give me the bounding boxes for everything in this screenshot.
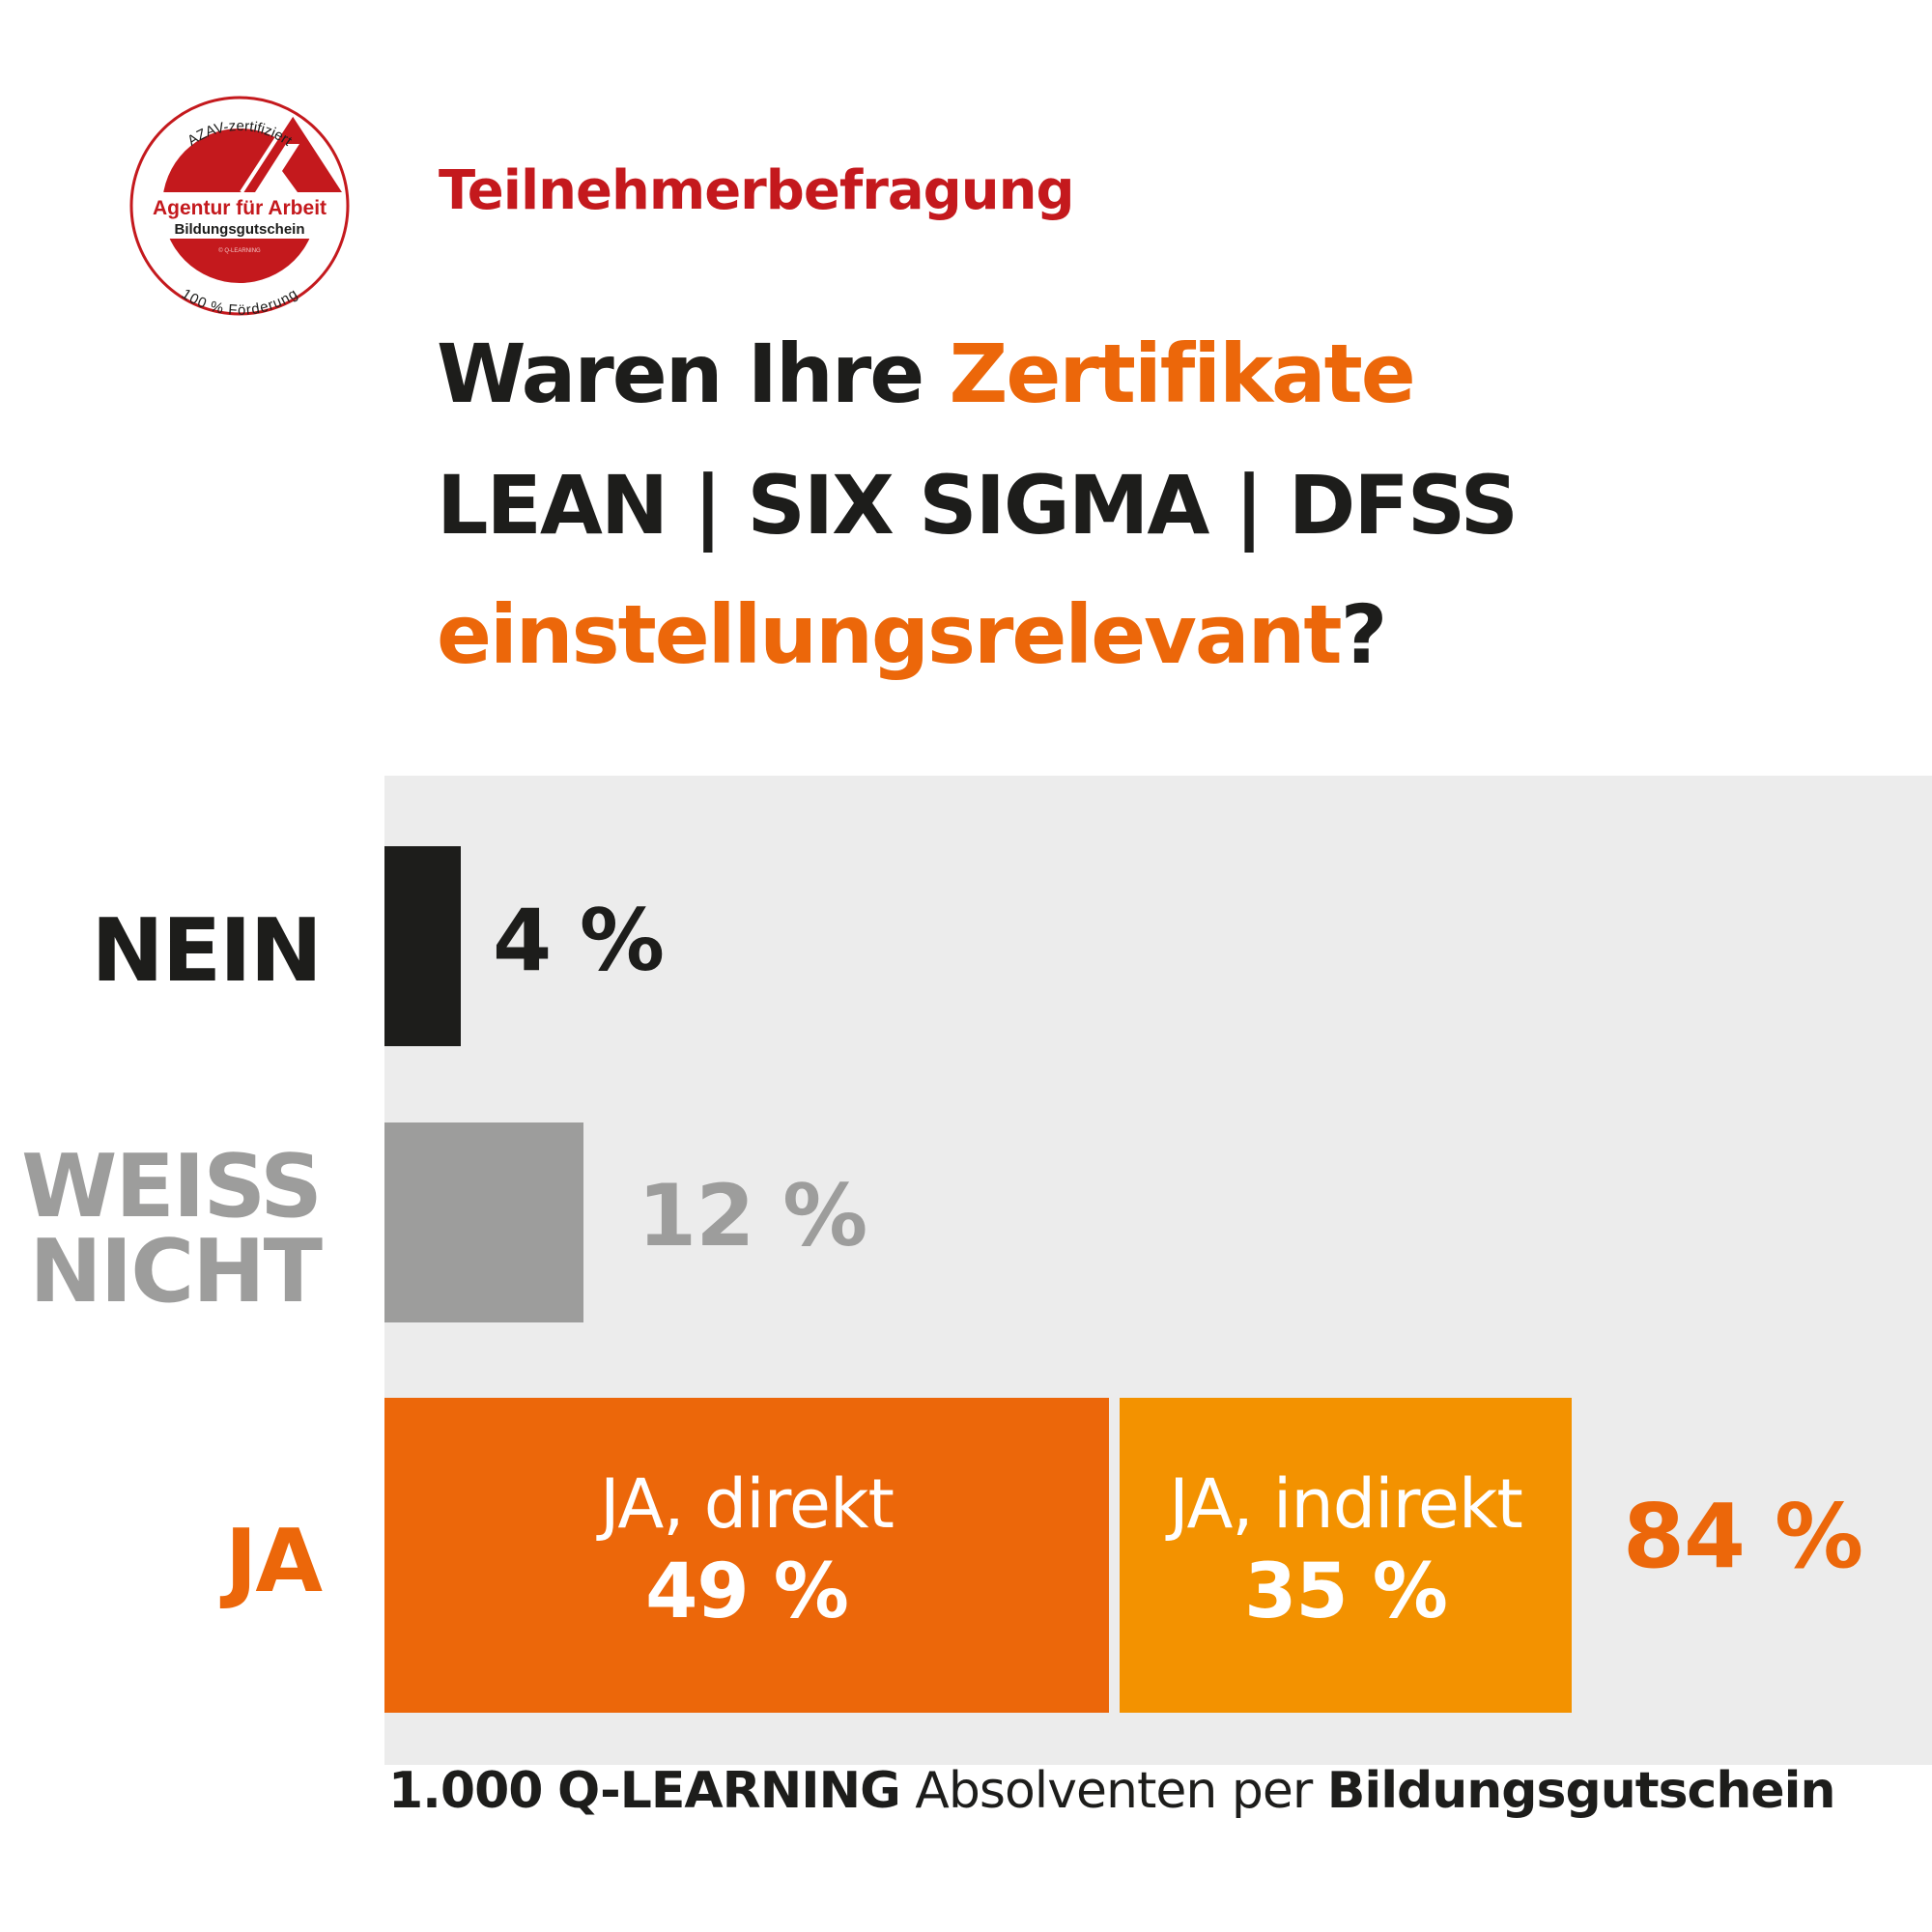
row-label-nein: NEIN [91, 900, 323, 1002]
svg-text:© Q-LEARNING: © Q-LEARNING [218, 247, 261, 254]
segment-value: 49 % [645, 1548, 849, 1635]
footer-middle: Absolventen per [899, 1762, 1327, 1820]
row-label-weiss-nicht: WEISS NICHT [21, 1136, 323, 1322]
svg-text:Agentur für Arbeit: Agentur für Arbeit [153, 197, 327, 219]
footer-brand: Q-LEARNING [557, 1762, 901, 1820]
bar-ja-direkt: JA, direkt 49 % [384, 1398, 1109, 1713]
badge-emblem-icon: Agentur für Arbeit Bildungsgutschein © Q… [129, 96, 350, 316]
segment-label: JA, direkt [600, 1464, 895, 1544]
row-label-line: NICHT [29, 1221, 323, 1322]
question-line-2: LEAN | SIX SIGMA | DFSS [437, 458, 1519, 553]
svg-text:100 % Förderung: 100 % Förderung [179, 286, 300, 318]
question-mark: ? [1340, 587, 1388, 682]
row-label-line: WEISS [21, 1136, 323, 1237]
footer-count: 1.000 [388, 1762, 543, 1820]
question-line-1: Waren Ihre Zertifikate [437, 333, 1416, 414]
segment-value: 35 % [1244, 1548, 1448, 1635]
azav-certification-badge: Agentur für Arbeit Bildungsgutschein © Q… [128, 94, 352, 318]
svg-text:Bildungsgutschein: Bildungsgutschein [175, 221, 305, 238]
question-highlight-relevant: einstellungsrelevant [437, 587, 1343, 682]
segment-label: JA, indirekt [1169, 1464, 1523, 1544]
row-label-ja: JA [224, 1511, 323, 1612]
bar-ja-indirekt: JA, indirekt 35 % [1120, 1398, 1572, 1713]
question-text: Waren Ihre [437, 327, 950, 421]
question-line-3: einstellungsrelevant? [437, 594, 1387, 675]
bar-weiss-nicht [384, 1122, 583, 1322]
value-weiss-nicht: 12 % [638, 1166, 867, 1265]
badge-bottom-arc: 100 % Förderung [179, 286, 300, 318]
survey-kicker: Teilnehmerbefragung [439, 159, 1075, 222]
question-highlight-certificates: Zertifikate [949, 327, 1415, 421]
footer-note: 1.000 Q-LEARNING Absolventen per Bildung… [388, 1766, 1835, 1816]
bar-nein [384, 846, 461, 1046]
value-ja-total: 84 % [1623, 1485, 1863, 1588]
value-nein: 4 % [493, 891, 665, 990]
footer-end: Bildungsgutschein [1326, 1762, 1836, 1820]
